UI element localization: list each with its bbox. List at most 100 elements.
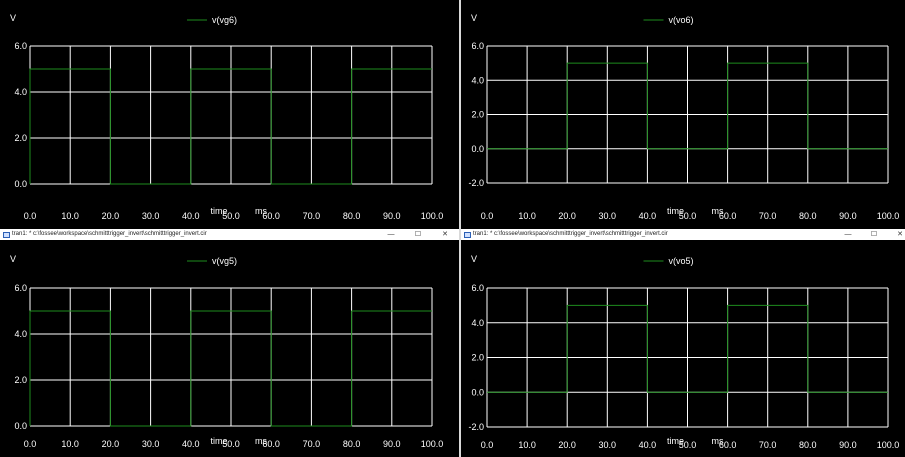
x-tick-label: 50.0 <box>679 211 697 221</box>
x-tick-label: 60.0 <box>262 211 280 221</box>
close-button[interactable]: ✕ <box>442 231 448 238</box>
x-tick-label: 90.0 <box>839 440 857 450</box>
window-titlebar-left[interactable]: tran1: * c:\fossee\workspace\schmitttrig… <box>0 229 459 240</box>
maximize-button[interactable]: ☐ <box>870 231 878 238</box>
y-tick-label: -2.0 <box>468 178 484 188</box>
plot-vg6: 0.0 10.0 20.0 30.0 40.0 50.0 60.0 70.0 80.0 90.0 1… <box>10 13 444 221</box>
x-axis-label: time <box>210 206 227 216</box>
window-title: tran1: * c:\fossee\workspace\schmitttrig… <box>12 231 207 237</box>
y-tick-label: 4.0 <box>14 87 27 97</box>
x-tick-label: 100.0 <box>421 211 444 221</box>
y-tick-label: 4.0 <box>471 318 484 328</box>
window-title: tran1: * c:\fossee\workspace\schmitttrig… <box>473 231 668 237</box>
x-tick-label: 40.0 <box>182 439 200 449</box>
plot-pane-vo5[interactable]: 0.0 10.0 20.0 30.0 40.0 50.0 60.0 70.0 80.0 90.0 1… <box>461 241 905 457</box>
y-tick-label: 4.0 <box>471 75 484 85</box>
x-tick-label: 100.0 <box>877 211 900 221</box>
y-tick-label: 0.0 <box>471 387 484 397</box>
minimize-button[interactable]: — <box>844 231 852 238</box>
y-tick-label: 0.0 <box>14 421 27 431</box>
window-titlebar-right[interactable]: tran1: * c:\fossee\workspace\schmitttrig… <box>461 229 905 240</box>
y-tick-label: 0.0 <box>471 144 484 154</box>
series-line <box>29 68 432 185</box>
y-tick-label: 2.0 <box>471 110 484 120</box>
x-tick-label: 100.0 <box>877 440 900 450</box>
x-tick-label: 50.0 <box>222 211 240 221</box>
y-tick-label: 6.0 <box>14 283 27 293</box>
plot-vg5: 0.0 10.0 20.0 30.0 40.0 50.0 60.0 70.0 80.0 90.0 1… <box>10 254 444 449</box>
maximize-button[interactable]: ☐ <box>414 231 422 238</box>
pane-divider-vertical[interactable] <box>459 0 461 457</box>
x-tick-label: 20.0 <box>102 439 120 449</box>
x-tick-label: 80.0 <box>799 211 817 221</box>
x-tick-label: 0.0 <box>481 211 494 221</box>
x-tick-label: 30.0 <box>142 439 160 449</box>
y-axis-label: V <box>10 13 16 23</box>
x-tick-label: 30.0 <box>599 440 617 450</box>
x-axis-label: time <box>667 206 684 216</box>
plot-pane-vo6[interactable]: 0.0 10.0 20.0 30.0 40.0 50.0 60.0 70.0 80.0 90.0 1… <box>461 0 905 227</box>
x-axis-unit: ms <box>255 436 267 446</box>
x-tick-label: 50.0 <box>222 439 240 449</box>
minimize-button[interactable]: — <box>387 231 395 238</box>
x-tick-label: 20.0 <box>558 440 576 450</box>
x-tick-label: 60.0 <box>719 211 737 221</box>
x-tick-label: 10.0 <box>518 211 536 221</box>
plot-vo6: 0.0 10.0 20.0 30.0 40.0 50.0 60.0 70.0 80.0 90.0 1… <box>468 13 900 221</box>
x-tick-label: 10.0 <box>518 440 536 450</box>
x-axis-unit: ms <box>255 206 267 216</box>
x-tick-label: 70.0 <box>759 440 777 450</box>
x-tick-label: 80.0 <box>343 211 361 221</box>
x-tick-label: 40.0 <box>182 211 200 221</box>
series-line <box>487 62 888 150</box>
x-tick-label: 40.0 <box>639 211 657 221</box>
y-tick-label: -2.0 <box>468 422 484 432</box>
x-tick-label: 0.0 <box>24 211 37 221</box>
x-axis-unit: ms <box>712 206 724 216</box>
x-axis-label: time <box>210 436 227 446</box>
x-tick-label: 60.0 <box>262 439 280 449</box>
x-tick-label: 0.0 <box>481 440 494 450</box>
y-axis-label: V <box>471 13 477 23</box>
x-tick-label: 90.0 <box>839 211 857 221</box>
app-icon <box>3 232 10 238</box>
x-tick-label: 20.0 <box>558 211 576 221</box>
x-axis-unit: ms <box>712 436 724 446</box>
x-tick-label: 60.0 <box>719 440 737 450</box>
x-tick-label: 50.0 <box>679 440 697 450</box>
y-tick-label: 2.0 <box>471 353 484 363</box>
series-line <box>487 304 888 393</box>
y-tick-label: 6.0 <box>471 41 484 51</box>
x-tick-label: 10.0 <box>61 439 79 449</box>
y-tick-label: 6.0 <box>14 41 27 51</box>
x-tick-label: 30.0 <box>142 211 160 221</box>
x-tick-label: 70.0 <box>759 211 777 221</box>
app-icon <box>464 232 471 238</box>
y-tick-label: 4.0 <box>14 329 27 339</box>
x-tick-label: 70.0 <box>303 439 321 449</box>
x-tick-label: 0.0 <box>24 439 37 449</box>
plot-pane-vg5[interactable]: 0.0 10.0 20.0 30.0 40.0 50.0 60.0 70.0 80.0 90.0 1… <box>0 241 459 457</box>
x-tick-label: 30.0 <box>599 211 617 221</box>
x-tick-label: 10.0 <box>61 211 79 221</box>
x-tick-label: 40.0 <box>639 440 657 450</box>
x-tick-label: 80.0 <box>799 440 817 450</box>
legend-label: v(vg5) <box>212 256 237 266</box>
x-tick-label: 70.0 <box>303 211 321 221</box>
plot-vo5: 0.0 10.0 20.0 30.0 40.0 50.0 60.0 70.0 80.0 90.0 1… <box>468 254 900 450</box>
x-tick-label: 20.0 <box>102 211 120 221</box>
x-tick-label: 90.0 <box>383 439 401 449</box>
y-tick-label: 0.0 <box>14 179 27 189</box>
legend-label: v(vo5) <box>669 256 694 266</box>
x-tick-label: 100.0 <box>421 439 444 449</box>
series-line <box>29 310 432 427</box>
y-axis-label: V <box>471 254 477 264</box>
close-button[interactable]: ✕ <box>897 231 903 238</box>
legend-label: v(vo6) <box>669 15 694 25</box>
x-axis-label: time <box>667 436 684 446</box>
legend-label: v(vg6) <box>212 15 237 25</box>
plot-pane-vg6[interactable]: 0.0 10.0 20.0 30.0 40.0 50.0 60.0 70.0 80.0 90.0 1… <box>0 0 459 227</box>
y-axis-label: V <box>10 254 16 264</box>
y-tick-label: 2.0 <box>14 133 27 143</box>
x-tick-label: 90.0 <box>383 211 401 221</box>
